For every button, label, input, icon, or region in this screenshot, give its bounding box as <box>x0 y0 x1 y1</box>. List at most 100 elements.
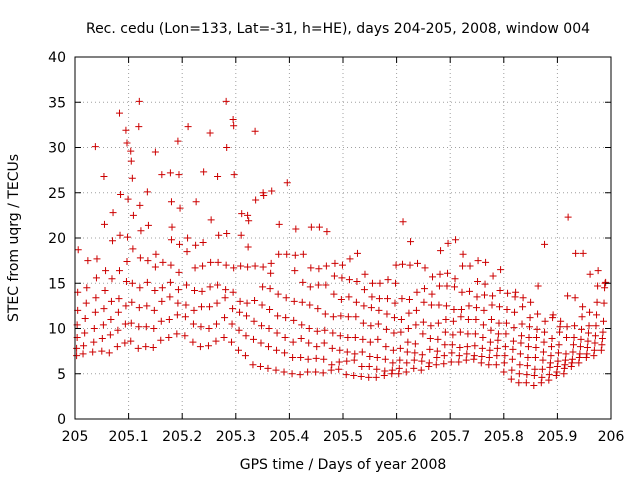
data-point <box>511 293 519 301</box>
data-point <box>489 272 497 280</box>
data-point <box>539 356 547 364</box>
data-point <box>265 325 273 332</box>
data-point <box>335 358 343 366</box>
data-point <box>135 304 143 312</box>
data-point <box>135 97 143 105</box>
x-tick-label: 206 <box>598 429 625 445</box>
data-point <box>462 356 470 364</box>
data-point <box>274 312 282 320</box>
data-point <box>547 352 555 360</box>
data-point <box>196 343 204 351</box>
y-axis-label: STEC from uqrg / TECUs <box>6 154 22 322</box>
data-point <box>489 292 497 300</box>
data-point <box>421 264 429 272</box>
data-point <box>167 261 175 269</box>
data-point <box>73 344 81 352</box>
data-point <box>175 268 183 276</box>
data-point <box>459 262 467 270</box>
axis-ticks <box>75 57 611 419</box>
data-point <box>548 343 556 351</box>
data-point <box>434 319 442 327</box>
data-point <box>321 310 329 318</box>
data-point <box>266 285 274 293</box>
data-point <box>567 363 575 371</box>
data-point <box>107 315 115 323</box>
data-point <box>598 341 606 349</box>
data-point <box>244 263 252 271</box>
data-point <box>509 345 517 353</box>
data-point <box>533 325 541 333</box>
data-point <box>593 298 601 306</box>
data-point <box>197 303 205 311</box>
data-point <box>376 279 384 287</box>
data-point <box>577 335 585 343</box>
data-point <box>151 148 159 156</box>
data-point <box>215 231 223 239</box>
data-point <box>173 311 181 319</box>
data-point <box>144 257 152 265</box>
data-point <box>412 306 420 314</box>
data-point <box>419 330 427 338</box>
data-point <box>508 366 516 374</box>
data-point <box>411 340 419 348</box>
data-point <box>599 328 607 336</box>
data-point <box>564 213 572 221</box>
data-point <box>182 301 190 309</box>
data-point <box>80 342 88 350</box>
data-point <box>517 339 525 347</box>
data-point <box>274 290 282 298</box>
data-point <box>330 290 338 298</box>
data-point <box>464 315 472 323</box>
data-point <box>272 366 280 374</box>
data-point <box>397 328 405 336</box>
data-point <box>539 348 547 356</box>
data-point <box>289 353 297 361</box>
data-point <box>82 299 90 307</box>
data-point <box>307 223 315 231</box>
data-point <box>473 293 481 301</box>
data-point <box>360 286 368 294</box>
data-point <box>273 346 281 354</box>
data-point <box>384 276 392 284</box>
data-point <box>455 358 463 366</box>
x-tick-label: 205.3 <box>216 429 256 445</box>
data-point <box>328 344 336 352</box>
data-point <box>165 334 173 342</box>
data-point <box>264 343 272 351</box>
data-point <box>222 97 230 105</box>
data-point <box>465 287 473 295</box>
data-point <box>554 349 562 357</box>
data-point <box>591 339 599 347</box>
y-tick-labels: 0 5 10 15 20 25 30 35 40 <box>48 50 66 428</box>
data-point <box>136 201 144 209</box>
data-point <box>493 344 501 352</box>
data-point <box>381 355 389 363</box>
data-point <box>106 331 114 339</box>
data-point <box>143 188 151 196</box>
data-point <box>128 174 136 182</box>
data-point <box>450 283 458 291</box>
data-point <box>206 283 214 291</box>
data-point <box>244 211 252 219</box>
data-point <box>432 361 440 369</box>
data-point <box>222 261 230 269</box>
data-point <box>429 273 437 281</box>
data-point <box>207 216 215 224</box>
data-point <box>191 286 199 294</box>
data-point <box>538 365 546 373</box>
data-point <box>526 323 534 331</box>
data-point <box>222 286 230 294</box>
data-point <box>557 317 565 325</box>
data-point <box>166 278 174 286</box>
data-point <box>212 337 220 345</box>
data-point <box>568 355 576 363</box>
data-point <box>470 352 478 360</box>
data-point <box>516 361 524 369</box>
data-point <box>214 172 222 180</box>
data-point <box>157 317 165 325</box>
data-point <box>391 299 399 307</box>
data-point <box>199 239 207 247</box>
data-point <box>100 305 108 313</box>
data-point <box>344 313 352 321</box>
